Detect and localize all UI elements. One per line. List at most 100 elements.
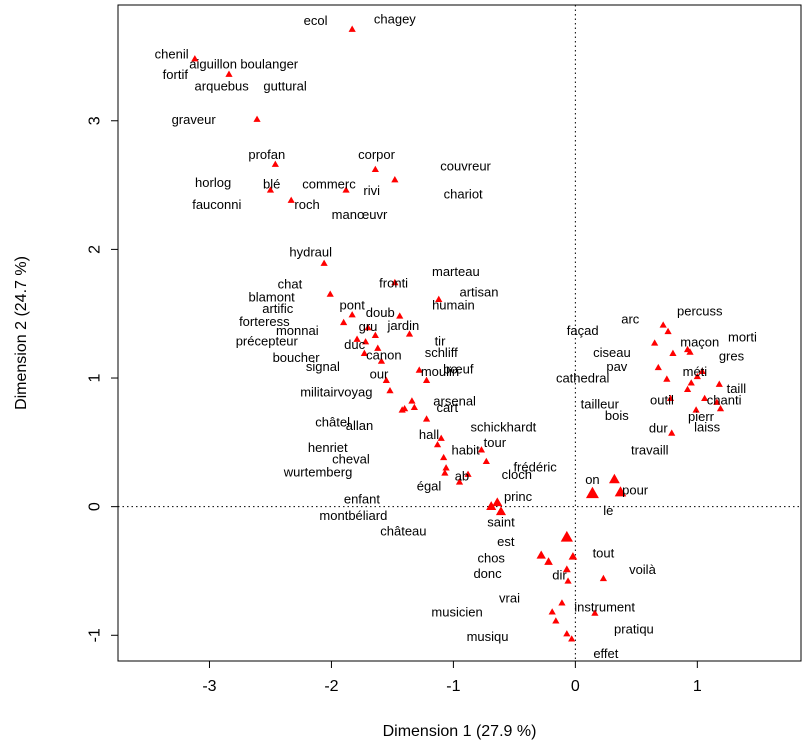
data-point [664, 327, 672, 335]
point-label: cheval [332, 452, 370, 467]
data-point [437, 434, 445, 441]
point-label: précepteur [236, 333, 299, 348]
point-label: schickhardt [471, 419, 537, 434]
x-axis-label: Dimension 1 (27.9 %) [383, 723, 537, 740]
point-label: allan [346, 418, 373, 433]
data-point [544, 557, 553, 565]
data-point [410, 403, 418, 410]
data-point [492, 497, 503, 507]
data-point [435, 295, 443, 302]
point-label: our [370, 367, 389, 382]
data-point [477, 446, 486, 453]
data-point [371, 165, 379, 173]
x-tick-label: 0 [571, 678, 580, 695]
data-point [374, 344, 382, 351]
y-tick-label: 2 [87, 245, 104, 254]
data-point [340, 318, 348, 326]
point-label: jardin [386, 318, 419, 333]
point-label: boucher [273, 350, 321, 365]
data-point [287, 196, 295, 203]
data-point [371, 331, 379, 338]
data-point [386, 386, 394, 394]
point-label: couvreur [440, 158, 491, 173]
data-point [568, 635, 576, 642]
data-point [668, 429, 676, 436]
point-label: militairvoyag [300, 385, 372, 400]
point-label: ecol [304, 13, 328, 28]
point-label: chat [278, 277, 303, 292]
point-label: fauconni [192, 197, 241, 212]
data-point [560, 530, 573, 542]
point-label: musiqu [467, 629, 509, 644]
point-label: ciseau [593, 345, 631, 360]
point-label: instrument [574, 600, 635, 615]
point-label: artisan [459, 284, 498, 299]
data-point [686, 348, 694, 355]
data-point [599, 574, 608, 582]
data-point [253, 115, 261, 122]
point-label: maçon [680, 335, 719, 350]
x-tick-label: 1 [693, 678, 702, 695]
point-label: profan [248, 147, 285, 162]
point-label: hydraul [289, 245, 332, 260]
plot-frame [117, 4, 802, 662]
point-label: châtel [315, 414, 350, 429]
data-point [486, 501, 497, 510]
data-point [455, 478, 464, 485]
data-point [353, 335, 361, 342]
point-label: cart [436, 400, 458, 415]
data-point [701, 394, 709, 401]
x-tick-label: -1 [446, 678, 460, 695]
point-label: roch [294, 197, 319, 212]
data-point [348, 25, 356, 32]
point-label: canon [366, 347, 401, 362]
point-label: chos [477, 551, 505, 566]
point-label: taill [727, 381, 747, 396]
y-tick-label: 0 [87, 502, 104, 511]
data-point [659, 321, 667, 328]
data-point [360, 349, 368, 356]
data-point [271, 160, 279, 167]
data-point [441, 469, 449, 476]
data-point [464, 470, 472, 477]
point-label: marteau [432, 264, 480, 279]
data-point [377, 357, 386, 364]
point-label: morti [728, 329, 757, 344]
point-label: manœuvr [332, 207, 388, 222]
point-label: montbéliard [319, 508, 387, 523]
point-label: on [585, 472, 599, 487]
data-point [663, 375, 671, 382]
data-point [415, 366, 423, 373]
point-label: henriet [308, 440, 348, 455]
data-point [558, 599, 566, 606]
x-tick-label: -3 [202, 678, 216, 695]
data-point [422, 376, 431, 383]
point-label: saint [487, 515, 515, 530]
data-point [687, 379, 695, 386]
y-axis-label: Dimension 2 (24.7 %) [13, 256, 30, 410]
data-point [715, 380, 723, 387]
point-label: travaill [631, 443, 669, 458]
data-point [669, 349, 677, 356]
point-label: pav [606, 359, 627, 374]
data-point [442, 464, 450, 471]
data-point [225, 70, 233, 77]
data-point [391, 278, 399, 286]
point-label: fronti [379, 275, 408, 290]
point-label: duc [344, 337, 365, 352]
point-label: wurtemberg [283, 464, 353, 479]
y-tick-label: 3 [87, 116, 104, 125]
y-tick-label: -1 [87, 628, 104, 642]
data-point [552, 617, 560, 624]
point-label: vrai [499, 591, 520, 606]
data-point [482, 457, 490, 465]
data-point [433, 440, 442, 448]
point-label: corpor [358, 147, 396, 162]
data-point [568, 552, 578, 560]
point-label: musicien [431, 605, 482, 620]
data-point [563, 630, 571, 637]
point-label: pont [340, 297, 366, 312]
point-label: est [497, 534, 515, 549]
point-label: aiguillon [189, 57, 237, 72]
